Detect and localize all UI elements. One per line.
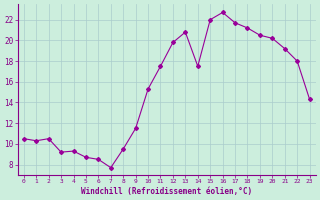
- X-axis label: Windchill (Refroidissement éolien,°C): Windchill (Refroidissement éolien,°C): [81, 187, 252, 196]
